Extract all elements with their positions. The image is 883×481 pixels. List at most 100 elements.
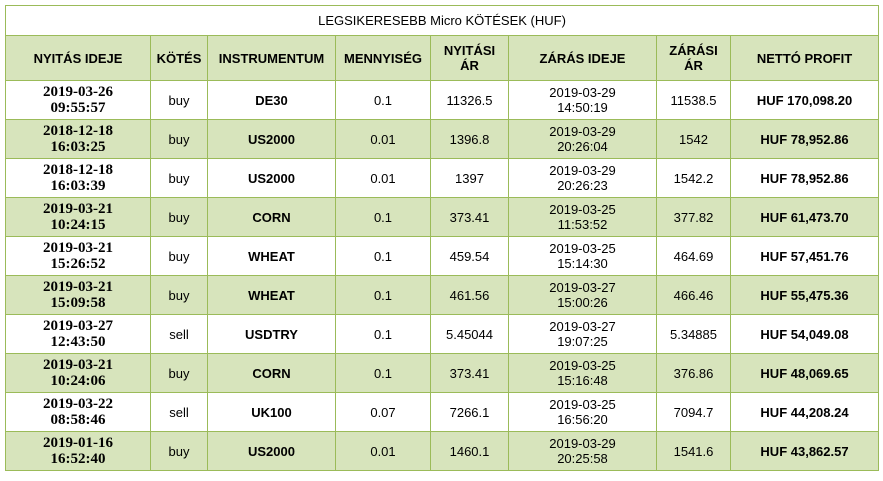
table-cell: sell — [150, 314, 208, 354]
column-header: ZÁRÁS IDEJE — [508, 35, 657, 81]
table-body: 2019-03-26 09:55:57 buy DE30 0.1 11326.5 2019… — [5, 80, 880, 471]
table-cell: 0.1 — [335, 275, 431, 315]
table-cell: 0.01 — [335, 119, 431, 159]
table-row: 2019-03-27 12:43:50 sell USDTRY 0.1 5.45044 2… — [5, 314, 880, 354]
table-cell: 11538.5 — [656, 80, 731, 120]
table-cell: 1396.8 — [430, 119, 509, 159]
table-cell: buy — [150, 236, 208, 276]
table-cell: 5.34885 — [656, 314, 731, 354]
table-cell: buy — [150, 275, 208, 315]
table-cell: 2019-03-25 16:56:20 — [508, 392, 657, 432]
table-cell: buy — [150, 119, 208, 159]
table-cell: 2018-12-18 16:03:25 — [5, 119, 151, 159]
table-cell: USDTRY — [207, 314, 336, 354]
table-cell: 373.41 — [430, 197, 509, 237]
table-cell: US2000 — [207, 119, 336, 159]
table-row: 2019-03-22 08:58:46 sell UK100 0.07 7266.1 20… — [5, 392, 880, 432]
table-cell: 7266.1 — [430, 392, 509, 432]
column-header: KÖTÉS — [150, 35, 208, 81]
table-cell: 2019-03-27 19:07:25 — [508, 314, 657, 354]
table-cell: HUF 48,069.65 — [729, 353, 880, 393]
column-header: MENNYISÉG — [335, 35, 431, 81]
table-cell: HUF 54,049.08 — [729, 314, 880, 354]
table-cell: 0.01 — [335, 158, 431, 198]
table-cell: 2019-03-29 20:26:23 — [508, 158, 657, 198]
table-cell: HUF 78,952.86 — [729, 119, 880, 159]
table-cell: 459.54 — [430, 236, 509, 276]
table-cell: 7094.7 — [656, 392, 731, 432]
table-cell: 2019-01-16 16:52:40 — [5, 431, 151, 471]
table-cell: 0.1 — [335, 197, 431, 237]
table-cell: 1541.6 — [656, 431, 731, 471]
column-header: ZÁRÁSI ÁR — [656, 35, 731, 81]
table-cell: 2019-03-25 15:16:48 — [508, 353, 657, 393]
table-cell: 2019-03-21 10:24:06 — [5, 353, 151, 393]
table-cell: HUF 57,451.76 — [729, 236, 880, 276]
table-cell: 0.1 — [335, 353, 431, 393]
table-row: 2019-03-21 15:09:58 buy WHEAT 0.1 461.56 2019… — [5, 275, 880, 315]
table-cell: 377.82 — [656, 197, 731, 237]
table-cell: HUF 61,473.70 — [729, 197, 880, 237]
table-cell: buy — [150, 197, 208, 237]
table-cell: WHEAT — [207, 236, 336, 276]
table-cell: HUF 43,862.57 — [729, 431, 880, 471]
table-cell: buy — [150, 158, 208, 198]
table-cell: 2019-03-27 15:00:26 — [508, 275, 657, 315]
table-cell: 2019-03-29 20:25:58 — [508, 431, 657, 471]
table-cell: 1397 — [430, 158, 509, 198]
table-cell: 0.07 — [335, 392, 431, 432]
column-header: NETTÓ PROFIT — [729, 35, 880, 81]
table-row: 2018-12-18 16:03:25 buy US2000 0.01 1396.8 20… — [5, 119, 880, 159]
table-cell: 11326.5 — [430, 80, 509, 120]
table-cell: 0.1 — [335, 236, 431, 276]
table-cell: 376.86 — [656, 353, 731, 393]
table-cell: 2019-03-26 09:55:57 — [5, 80, 151, 120]
table-row: 2019-01-16 16:52:40 buy US2000 0.01 1460.1 20… — [5, 431, 880, 471]
trades-table: LEGSIKERESEBB Micro KÖTÉSEK (HUF) NYITÁS… — [4, 5, 880, 471]
table-cell: US2000 — [207, 431, 336, 471]
table-cell: 461.56 — [430, 275, 509, 315]
table-cell: 373.41 — [430, 353, 509, 393]
table-cell: 2019-03-25 11:53:52 — [508, 197, 657, 237]
table-cell: 2019-03-29 14:50:19 — [508, 80, 657, 120]
table-cell: 2019-03-22 08:58:46 — [5, 392, 151, 432]
table-cell: UK100 — [207, 392, 336, 432]
table-cell: HUF 55,475.36 — [729, 275, 880, 315]
table-row: 2019-03-26 09:55:57 buy DE30 0.1 11326.5 2019… — [5, 80, 880, 120]
table-cell: 2019-03-21 15:26:52 — [5, 236, 151, 276]
table-cell: CORN — [207, 353, 336, 393]
table-cell: buy — [150, 353, 208, 393]
table-cell: 0.01 — [335, 431, 431, 471]
table-cell: 0.1 — [335, 80, 431, 120]
table-cell: HUF 44,208.24 — [729, 392, 880, 432]
table-cell: WHEAT — [207, 275, 336, 315]
table-cell: 2019-03-25 15:14:30 — [508, 236, 657, 276]
table-cell: 0.1 — [335, 314, 431, 354]
table-title: LEGSIKERESEBB Micro KÖTÉSEK (HUF) — [4, 5, 880, 36]
table-row: 2019-03-21 10:24:06 buy CORN 0.1 373.41 2019-… — [5, 353, 880, 393]
table-cell: 2019-03-27 12:43:50 — [5, 314, 151, 354]
table-cell: sell — [150, 392, 208, 432]
table-cell: CORN — [207, 197, 336, 237]
table-cell: buy — [150, 80, 208, 120]
table-cell: 2019-03-29 20:26:04 — [508, 119, 657, 159]
table-row: 2018-12-18 16:03:39 buy US2000 0.01 1397 2019… — [5, 158, 880, 198]
header-row: NYITÁS IDEJE KÖTÉS INSTRUMENTUM MENNYISÉG NY… — [5, 35, 880, 81]
table-cell: 2019-03-21 10:24:15 — [5, 197, 151, 237]
table-row: 2019-03-21 10:24:15 buy CORN 0.1 373.41 2019-… — [5, 197, 880, 237]
table-cell: 466.46 — [656, 275, 731, 315]
table-cell: 1460.1 — [430, 431, 509, 471]
table-cell: 1542 — [656, 119, 731, 159]
table-cell: US2000 — [207, 158, 336, 198]
column-header: NYITÁS IDEJE — [5, 35, 151, 81]
table-cell: 2019-03-21 15:09:58 — [5, 275, 151, 315]
table-cell: 5.45044 — [430, 314, 509, 354]
table-cell: 2018-12-18 16:03:39 — [5, 158, 151, 198]
table-row: 2019-03-21 15:26:52 buy WHEAT 0.1 459.54 2019… — [5, 236, 880, 276]
table-cell: DE30 — [207, 80, 336, 120]
column-header: INSTRUMENTUM — [207, 35, 336, 81]
table-cell: buy — [150, 431, 208, 471]
table-cell: HUF 170,098.20 — [729, 80, 880, 120]
table-cell: 464.69 — [656, 236, 731, 276]
